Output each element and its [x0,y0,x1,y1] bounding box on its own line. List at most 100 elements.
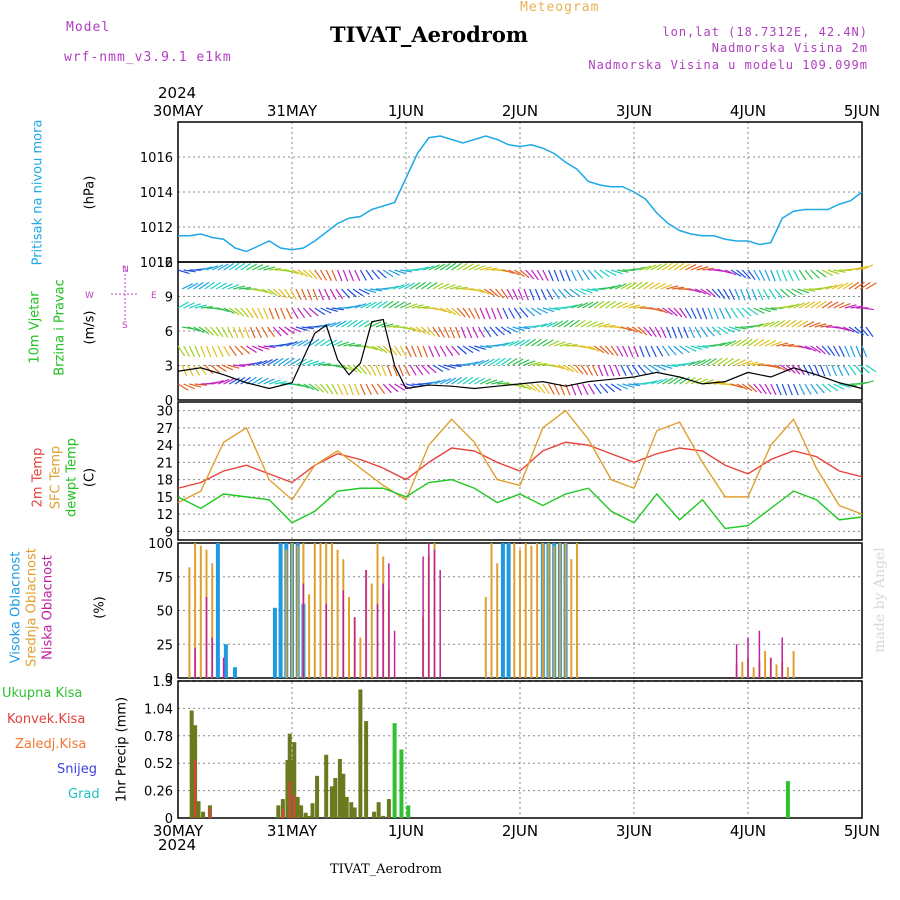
wind-barb [787,383,793,396]
total-precip-bar [337,758,342,818]
wind-barb [542,339,554,347]
wind-barb [582,301,594,309]
y-tick-label: 0.52 [144,757,173,772]
wind-barb [308,307,319,317]
wind-barb [308,269,318,280]
wind-barb [228,307,240,316]
wind-barb [444,364,456,369]
wind-barb [724,269,737,276]
wind-barb [506,358,518,366]
wind-barb [272,357,284,366]
high-cloud-bar [272,607,277,678]
low-cloud-bar [365,570,367,678]
total-precip-bar [196,801,201,818]
wind-barb [799,345,811,351]
wind-barb [479,307,486,320]
wind-barb [574,319,586,328]
wind-barb [472,326,479,339]
wind-barb [200,345,206,358]
wind-barb [286,341,298,347]
wind-barb [747,338,759,347]
wind-barb [724,307,732,319]
wind-barb [803,288,816,292]
bottom-date-label: 3JUN [616,822,652,840]
wind-barb [337,341,350,347]
wind-barb [399,345,407,357]
wind-barb [491,380,504,385]
top-date-label: 4JUN [730,102,766,120]
wind-barb [495,357,506,366]
wind-barb [445,345,454,357]
wind-barb [479,378,492,385]
wind-barb [438,283,450,290]
wind-barb [342,269,349,282]
wind-barb [696,307,702,320]
wind-barb [605,383,615,393]
wind-barb [382,345,393,355]
wind-barb [480,345,493,349]
wind-barb [189,303,201,309]
wind-barb [512,326,525,332]
wind-barb [569,288,580,297]
wind-barb [269,379,281,385]
wind-barb [200,266,213,271]
wind-barb [519,383,531,390]
wind-barb [306,288,313,301]
wind-barb [278,357,290,366]
wind-barb [660,326,667,339]
wind-barb [302,307,312,318]
wind-barb [701,307,708,320]
wind-barb [215,326,224,338]
wind-barb [700,288,712,297]
total-precip-bar [364,721,369,818]
wind-barb [341,319,352,328]
wind-barb [793,383,799,396]
wind-barb [628,383,641,387]
wind-barb [382,269,394,278]
total-precip-bar [303,812,308,818]
wind-barb [667,262,679,271]
wind-barb [763,321,775,328]
bottom-date-label: 4JUN [730,822,766,840]
wind-barb [428,380,441,385]
top-date-label: 3JUN [616,102,652,120]
low-cloud-bar [388,563,390,678]
wind-barb [523,360,536,366]
wind-barb [477,326,485,338]
total-precip-bar [292,742,297,818]
wind-barb [377,383,386,395]
wind-barb [785,319,797,328]
year-bottom: 2024 [158,836,197,854]
wind-barb [844,304,857,309]
wind-barb [764,269,771,282]
wind-barb [187,364,194,377]
wind-barb [586,364,594,376]
wind-barb [690,377,702,385]
wind-barb [694,288,707,295]
wind-barb [759,307,771,313]
wind-barb [421,281,432,290]
wind-barb [485,379,498,385]
wind-barb [445,307,457,316]
wind-barb [717,326,729,335]
wind-barb [489,357,501,366]
wind-barb [751,288,758,301]
wind-barb [654,326,662,338]
wind-barb [331,340,344,347]
wind-barb [387,324,400,328]
wind-barb [325,383,334,395]
wind-barb [582,345,595,351]
wind-barb [382,383,392,394]
wind-barb [548,307,561,311]
wind-barb [626,326,638,333]
mid-cloud-bar [313,543,316,678]
wind-barb [297,383,310,389]
wind-barb [183,383,195,390]
wind-barb [552,288,560,300]
low-cloud-bar [382,583,384,678]
wind-barb [603,324,616,328]
page-title: TIVAT_Aerodrom [330,22,529,47]
wind-barb [782,304,795,309]
high-cloud-bar [500,543,505,678]
wind-barb [177,301,189,309]
